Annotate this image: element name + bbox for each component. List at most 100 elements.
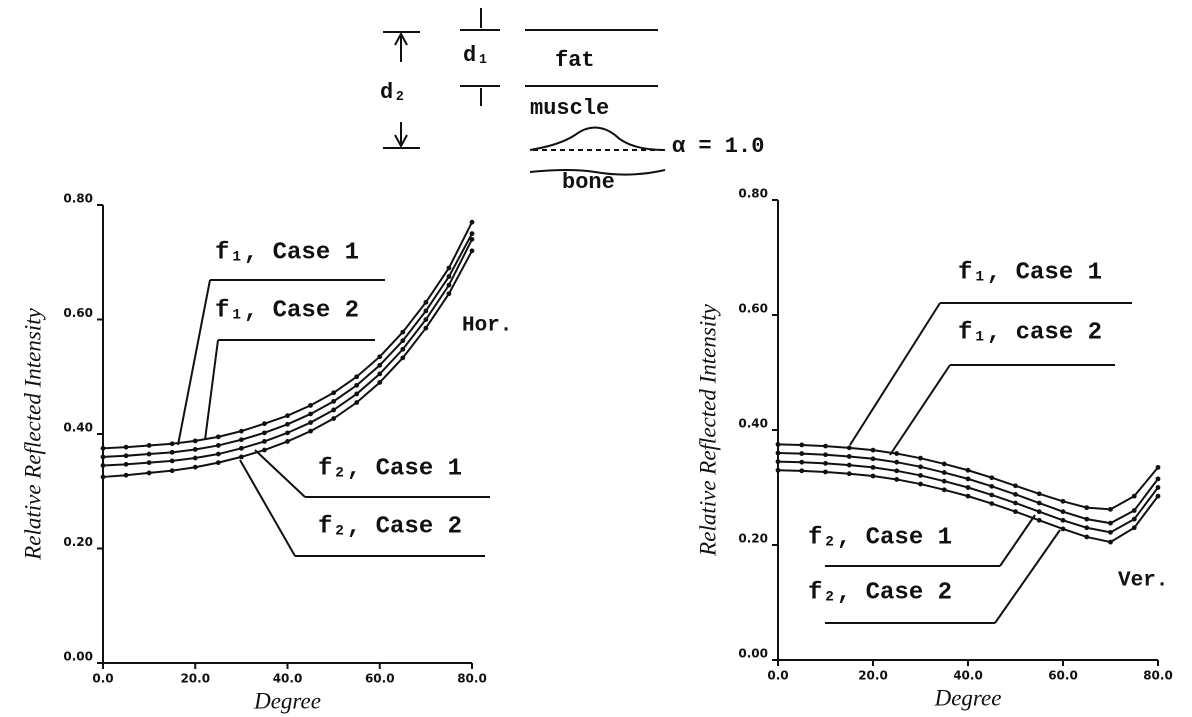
point [400, 346, 406, 352]
point [1013, 509, 1018, 515]
point [169, 449, 175, 455]
point [846, 445, 852, 451]
point [1108, 520, 1113, 526]
point [285, 421, 290, 427]
point [446, 265, 452, 271]
point [989, 492, 995, 498]
point [308, 420, 313, 425]
point [1155, 493, 1161, 499]
point [100, 474, 106, 480]
point [354, 374, 360, 380]
point [1060, 526, 1066, 532]
diagram-label: d₂ [380, 80, 406, 105]
point [846, 471, 852, 477]
point [169, 441, 175, 447]
annotation: Ver. [1118, 570, 1168, 593]
x-tick-label: 80.0 [457, 672, 487, 686]
x-axis-title: Degree [934, 685, 1002, 710]
point [285, 430, 290, 436]
point [146, 443, 152, 448]
point [123, 453, 129, 459]
point [192, 464, 198, 470]
point [1155, 485, 1161, 490]
point [989, 501, 995, 506]
point [1036, 517, 1042, 523]
point [846, 454, 852, 459]
arrowhead [394, 31, 408, 46]
point [799, 459, 805, 465]
leader [994, 529, 1061, 624]
point [870, 464, 876, 470]
y-tick-label: 0.60 [738, 302, 768, 316]
point [1108, 539, 1113, 545]
point [123, 461, 129, 467]
y-tick-label: 0.80 [63, 192, 93, 206]
y-tick-label: 0.20 [738, 532, 768, 546]
diagram-label: d₁ [463, 43, 489, 68]
point [894, 477, 900, 482]
point [446, 282, 452, 288]
point [377, 354, 383, 360]
point [870, 456, 876, 462]
point [331, 398, 337, 404]
leader [177, 279, 211, 446]
point [423, 308, 429, 314]
point [423, 317, 429, 322]
point [446, 274, 452, 279]
x-tick-label: 20.0 [180, 672, 210, 686]
point [894, 459, 900, 465]
point [941, 470, 947, 475]
bone-curve [529, 126, 666, 151]
point [123, 444, 129, 450]
point [423, 325, 429, 331]
x-tick-label: 0.0 [767, 669, 788, 683]
leader [204, 339, 219, 441]
leader [254, 449, 306, 498]
point [262, 447, 267, 453]
point [262, 421, 267, 427]
point [1131, 516, 1137, 522]
point [331, 416, 337, 421]
legend-label: f₁, Case 1 [215, 239, 359, 266]
point [100, 454, 106, 460]
diagram-label: muscle [530, 96, 609, 121]
point [989, 475, 995, 481]
point [146, 470, 152, 476]
point [870, 447, 876, 453]
point [308, 428, 313, 434]
point [894, 451, 900, 456]
point [941, 461, 947, 467]
point [469, 219, 475, 225]
point [1108, 506, 1113, 512]
point [238, 454, 244, 460]
x-tick-label: 60.0 [365, 672, 395, 686]
point [965, 467, 971, 473]
point [238, 445, 244, 451]
point [285, 439, 290, 444]
point [846, 462, 852, 468]
point [1084, 534, 1090, 540]
x-axis-title: Degree [253, 688, 321, 713]
point [354, 391, 360, 397]
point [1060, 498, 1066, 504]
leader [999, 514, 1036, 567]
point [215, 460, 221, 466]
point [308, 402, 313, 408]
point [823, 452, 828, 458]
point [238, 428, 244, 434]
point [423, 299, 429, 305]
y-tick-label: 0.00 [63, 650, 93, 664]
point [775, 441, 781, 447]
point [331, 390, 337, 396]
point [1131, 508, 1137, 513]
point [377, 371, 383, 377]
x-tick-label: 20.0 [858, 669, 888, 683]
point [238, 437, 244, 443]
point [775, 450, 781, 456]
legend-label: f₂, Case 2 [318, 513, 462, 540]
point [400, 355, 406, 361]
diagram-label: α = 1.0 [672, 134, 764, 159]
leader [889, 364, 951, 456]
y-axis-title: Relative Reflected Intensity [695, 303, 720, 556]
